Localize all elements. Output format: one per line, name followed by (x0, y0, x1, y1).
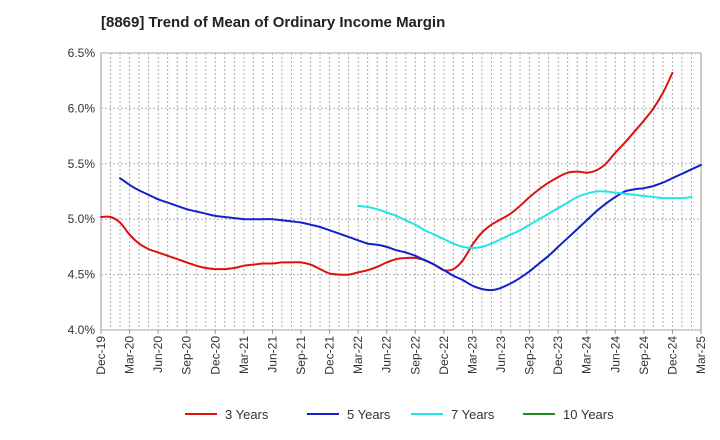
y-tick-label: 6.0% (68, 101, 96, 115)
x-tick-label: Dec-24 (665, 336, 679, 375)
y-tick-label: 5.5% (68, 157, 96, 171)
y-tick-label: 5.0% (68, 212, 96, 226)
y-tick-label: 4.0% (68, 323, 96, 337)
x-tick-label: Dec-23 (551, 336, 565, 375)
x-tick-label: Sep-22 (408, 336, 422, 375)
x-tick-label: Sep-24 (637, 336, 651, 375)
x-tick-label: Jun-24 (608, 336, 622, 373)
legend-label: 3 Years (225, 407, 269, 422)
series-line-5-years (119, 163, 702, 292)
x-tick-label: Sep-20 (180, 336, 194, 375)
y-tick-label: 4.5% (68, 268, 96, 282)
x-tick-label: Mar-22 (351, 336, 365, 374)
x-tick-label: Mar-20 (123, 336, 137, 374)
legend-label: 5 Years (347, 407, 391, 422)
x-tick-label: Jun-23 (494, 336, 508, 373)
x-tick-label: Jun-22 (380, 336, 394, 373)
x-tick-label: Dec-22 (437, 336, 451, 375)
x-tick-label: Mar-24 (580, 336, 594, 374)
x-tick-label: Dec-21 (323, 336, 337, 375)
series-line-7-years (357, 190, 693, 249)
x-tick-label: Mar-25 (694, 336, 708, 374)
x-tick-label: Jun-21 (265, 336, 279, 373)
x-tick-label: Sep-21 (294, 336, 308, 375)
series-line-3-years (100, 71, 674, 276)
x-tick-label: Dec-20 (208, 336, 222, 375)
x-tick-label: Dec-19 (94, 336, 108, 375)
grid-lines (101, 52, 701, 331)
legend-label: 10 Years (563, 407, 614, 422)
x-tick-label: Sep-23 (523, 336, 537, 375)
axis-ticks: 4.0% 4.5% 5.0% 5.5% 6.0% 6.5% Dec-19 Mar-20 Jun-… (68, 46, 708, 375)
legend-label: 7 Years (451, 407, 495, 422)
y-tick-label: 6.5% (68, 46, 96, 60)
chart-title: [8869] Trend of Mean of Ordinary Income … (101, 14, 446, 31)
x-tick-label: Mar-23 (465, 336, 479, 374)
legend: 3 Years 5 Years 7 Years 10 Years (185, 407, 614, 422)
x-tick-label: Mar-21 (237, 336, 251, 374)
x-tick-label: Jun-20 (151, 336, 165, 373)
series-lines (100, 71, 702, 292)
